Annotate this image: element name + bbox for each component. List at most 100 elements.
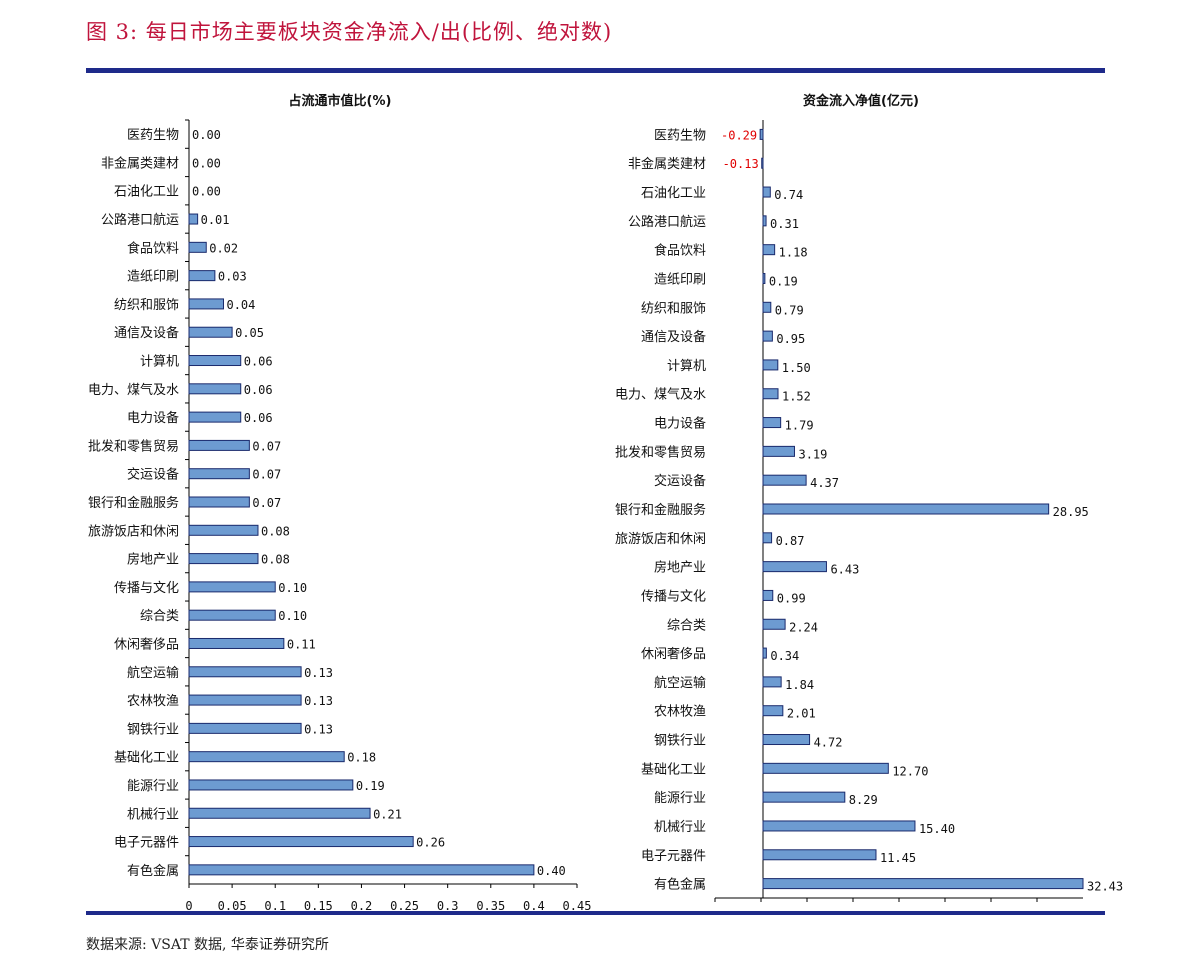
right-category-label: 房地产业: [654, 560, 706, 576]
left-value-label: 0.06: [244, 411, 273, 425]
right-bar: [762, 676, 782, 688]
left-value-label: 0.06: [244, 355, 273, 369]
left-bar: [188, 411, 242, 423]
right-chart-title: 资金流入净值(亿元): [803, 93, 919, 109]
left-category-label: 食品饮料: [127, 240, 179, 256]
left-value-label: 0.08: [261, 524, 290, 538]
left-bar: [188, 722, 302, 734]
left-value-label: 0.07: [252, 496, 281, 510]
right-category-label: 农林牧渔: [654, 705, 706, 720]
right-value-label: 11.45: [880, 851, 916, 865]
right-value-label: 1.50: [782, 361, 811, 375]
right-value-label: 0.95: [776, 332, 805, 346]
right-bar: [762, 878, 1084, 890]
right-value-label: 0.79: [775, 303, 804, 317]
right-value-label: 2.01: [787, 707, 816, 721]
left-category-label: 通信及设备: [114, 325, 179, 341]
left-category-label: 银行和金融服务: [88, 495, 179, 511]
left-value-label: 0.03: [218, 270, 247, 284]
right-bar: [762, 330, 773, 342]
right-category-label: 银行和金融服务: [615, 502, 706, 518]
left-category-label: 综合类: [140, 609, 179, 624]
left-category-label: 休闲奢侈品: [114, 637, 179, 652]
left-value-label: 0.11: [287, 637, 316, 651]
left-category-label: 农林牧渔: [127, 694, 179, 709]
left-category-label: 非金属类建材: [101, 155, 179, 171]
left-category-label: 基础化工业: [114, 751, 179, 766]
right-bar: [762, 388, 779, 400]
left-category-label: 公路港口航运: [101, 212, 179, 228]
right-bar: [762, 186, 771, 198]
left-value-label: 0.04: [226, 298, 255, 312]
left-value-label: 0.18: [347, 751, 376, 765]
left-bar: [188, 270, 216, 282]
right-value-label: 4.72: [814, 736, 843, 750]
left-bar: [188, 241, 207, 253]
left-bar: [188, 581, 276, 593]
right-category-label: 食品饮料: [654, 243, 706, 259]
left-category-label: 批发和零售贸易: [88, 438, 179, 454]
left-bar: [188, 751, 345, 763]
left-value-label: 0.26: [416, 836, 445, 850]
right-value-label: 0.99: [777, 591, 806, 605]
right-category-label: 计算机: [667, 359, 706, 374]
right-value-label: 1.84: [785, 678, 814, 692]
right-bar: [761, 157, 764, 169]
left-bar-chart: 占流通市值比(%) 0 0.05 0.1 0.15 0.2 0.25 0.3 0.35 0.4 0…: [88, 93, 592, 913]
left-value-label: 0.13: [304, 694, 333, 708]
left-value-label: 0.10: [278, 581, 307, 595]
right-value-label: 0.34: [770, 649, 799, 663]
left-value-label: 0.01: [201, 213, 230, 227]
right-value-label: 1.18: [779, 246, 808, 260]
left-category-label: 造纸印刷: [127, 270, 179, 285]
right-bar: [762, 417, 782, 429]
right-category-label: 石油化工业: [641, 186, 706, 201]
right-bar: [762, 244, 776, 256]
right-bar: [762, 705, 784, 717]
right-category-label: 旅游饭店和休闲: [615, 532, 706, 547]
left-x-tick-label: 0.25: [390, 899, 419, 913]
source-note: 数据来源: VSAT 数据, 华泰证券研究所: [86, 937, 329, 953]
right-category-label: 传播与文化: [641, 589, 706, 604]
left-value-label: 0.00: [192, 128, 221, 142]
right-category-label: 通信及设备: [641, 329, 706, 345]
left-value-label: 0.00: [192, 156, 221, 170]
right-category-label: 能源行业: [654, 791, 706, 806]
right-bar: [762, 589, 774, 601]
left-category-label: 机械行业: [127, 807, 179, 822]
right-category-label: 批发和零售贸易: [615, 444, 706, 460]
left-category-label: 能源行业: [127, 779, 179, 794]
left-x-tick-label: 0.45: [563, 899, 592, 913]
right-bar: [762, 503, 1050, 515]
right-category-label: 有色金属: [654, 877, 706, 893]
right-value-label: 2.24: [789, 620, 818, 634]
left-bar: [188, 326, 233, 338]
left-chart-title: 占流通市值比(%): [289, 93, 392, 109]
left-bar: [188, 524, 259, 536]
left-value-label: 0.06: [244, 383, 273, 397]
right-category-label: 电子元器件: [641, 849, 706, 864]
left-x-tick-label: 0.1: [264, 899, 286, 913]
left-bar: [188, 439, 250, 451]
right-bar: [762, 647, 767, 659]
left-category-label: 钢铁行业: [127, 722, 179, 737]
figure-title: 图 3: 每日市场主要板块资金净流入/出(比例、绝对数): [86, 20, 613, 44]
right-value-label: 32.43: [1087, 880, 1123, 894]
left-x-tick-label: 0.05: [218, 899, 247, 913]
right-bar: [762, 474, 807, 486]
left-value-label: 0.10: [278, 609, 307, 623]
right-value-label: 0.87: [776, 534, 805, 548]
left-category-label: 有色金属: [127, 863, 179, 879]
left-bar: [188, 779, 354, 791]
right-bar: [762, 272, 766, 284]
right-value-label: -0.13: [723, 157, 759, 171]
right-bar: [759, 128, 764, 140]
left-bar: [188, 637, 285, 649]
left-value-label: 0.19: [356, 779, 385, 793]
left-category-label: 航空运输: [127, 665, 179, 681]
right-value-label: -0.29: [721, 128, 757, 142]
left-bar: [188, 468, 250, 480]
left-category-label: 房地产业: [127, 552, 179, 568]
left-x-tick-label: 0: [185, 899, 192, 913]
left-value-label: 0.00: [192, 185, 221, 199]
